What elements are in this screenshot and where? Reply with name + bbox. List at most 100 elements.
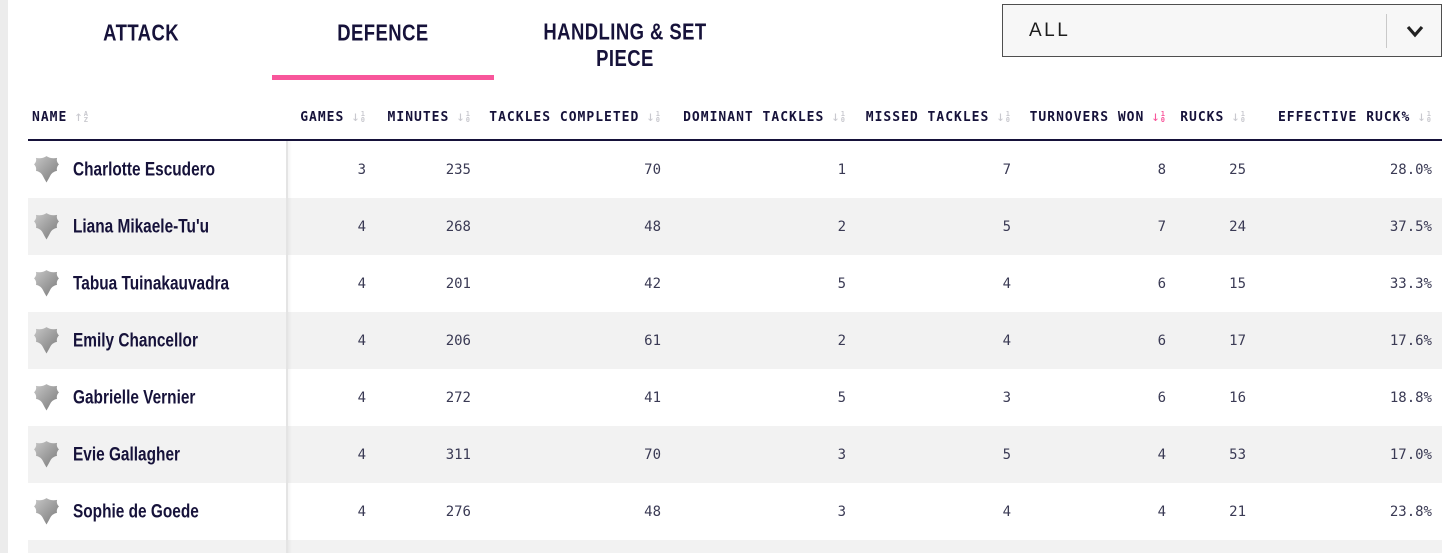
player-cell[interactable]: Evie Gallagher bbox=[28, 426, 286, 483]
stat-cell: 5 bbox=[1002, 446, 1011, 463]
tab-defence[interactable]: DEFENCE bbox=[262, 21, 504, 82]
stat-cell: 17 bbox=[1229, 332, 1246, 349]
page-left-edge bbox=[0, 0, 8, 553]
team-shield-icon bbox=[34, 270, 59, 297]
team-shield-icon bbox=[34, 327, 59, 354]
stat-cell: 268 bbox=[445, 218, 471, 235]
stat-cell: 4 bbox=[357, 389, 366, 406]
stat-cell: 25 bbox=[1229, 161, 1246, 178]
stat-cell: 61 bbox=[644, 332, 661, 349]
stat-cell: 53 bbox=[1229, 446, 1246, 463]
table-row[interactable]: Gabrielle Vernier 4 272 41 5 3 6 16 18.8% bbox=[28, 369, 1442, 426]
stat-cell: 24 bbox=[1229, 218, 1246, 235]
column-label: DOMINANT TACKLES bbox=[683, 109, 825, 125]
tab-attack[interactable]: ATTACK bbox=[20, 21, 262, 82]
stat-cell: 3 bbox=[837, 446, 846, 463]
column-label: EFFECTIVE RUCK% bbox=[1277, 109, 1411, 125]
stat-cell: 4 bbox=[357, 332, 366, 349]
active-tab-underline bbox=[272, 75, 494, 80]
column-label: TURNOVERS WON bbox=[1029, 109, 1145, 125]
tab-label: HANDLING & SET PIECE bbox=[543, 19, 707, 72]
stats-panel: ATTACK DEFENCE HANDLING & SET PIECE ALL … bbox=[8, 0, 1456, 553]
stat-cell: 6 bbox=[1157, 275, 1166, 292]
stat-cell: 33.3% bbox=[1389, 275, 1432, 292]
stat-cell: 4 bbox=[357, 275, 366, 292]
stat-cell: 3 bbox=[357, 161, 366, 178]
stat-cell: 42 bbox=[644, 275, 661, 292]
table-row[interactable]: Charlotte Escudero 3 235 70 1 7 8 25 28.0% bbox=[28, 141, 1442, 198]
stat-cell: 4 bbox=[1157, 446, 1166, 463]
player-cell[interactable]: Liana Mikaele-Tu'u bbox=[28, 198, 286, 255]
stat-cell: 7 bbox=[1002, 161, 1011, 178]
team-shield-icon bbox=[34, 213, 59, 240]
stat-cell: 5 bbox=[837, 275, 846, 292]
player-name: Charlotte Escudero bbox=[73, 157, 216, 180]
name-column-divider bbox=[286, 141, 292, 553]
column-label: MISSED TACKLES bbox=[865, 109, 990, 125]
tab-handling-set-piece[interactable]: HANDLING & SET PIECE bbox=[504, 19, 746, 82]
player-name: Gabrielle Vernier bbox=[73, 385, 196, 408]
stat-cell: 16 bbox=[1229, 389, 1246, 406]
stat-cell: 276 bbox=[445, 503, 471, 520]
table-row[interactable]: Emily Chancellor 4 206 61 2 4 6 17 17.6% bbox=[28, 312, 1442, 369]
filter-selected-value: ALL bbox=[1029, 19, 1071, 41]
stat-cell: 17.6% bbox=[1389, 332, 1432, 349]
stat-cell: 48 bbox=[644, 218, 661, 235]
column-label: NAME bbox=[32, 109, 68, 125]
player-cell[interactable]: Gabrielle Vernier bbox=[28, 369, 286, 426]
column-label: MINUTES bbox=[387, 109, 450, 125]
player-cell[interactable]: Emily Chancellor bbox=[28, 312, 286, 369]
stat-cell: 23.8% bbox=[1389, 503, 1432, 520]
stat-cell: 17.0% bbox=[1389, 446, 1432, 463]
player-cell[interactable]: Sophie de Goede bbox=[28, 483, 286, 540]
stat-cell: 4 bbox=[1157, 503, 1166, 520]
stat-cell: 8 bbox=[1157, 161, 1166, 178]
stat-cell: 4 bbox=[1002, 275, 1011, 292]
stat-cell: 5 bbox=[837, 389, 846, 406]
stat-cell: 4 bbox=[1002, 332, 1011, 349]
filter-dropdown[interactable]: ALL bbox=[1002, 4, 1442, 57]
table-row[interactable]: Tabua Tuinakauvadra 4 201 42 5 4 6 15 33.3% bbox=[28, 255, 1442, 312]
player-name: Liana Mikaele-Tu'u bbox=[73, 214, 210, 237]
stat-cell: 201 bbox=[445, 275, 471, 292]
stat-cell: 4 bbox=[357, 503, 366, 520]
player-name: Evie Gallagher bbox=[73, 442, 181, 465]
stat-cell: 1 bbox=[837, 161, 846, 178]
player-cell[interactable]: Charlotte Escudero bbox=[28, 141, 286, 198]
stat-cell: 311 bbox=[445, 446, 471, 463]
table-row[interactable]: Sophie de Goede 4 276 48 3 4 4 21 23.8% bbox=[28, 483, 1442, 540]
stat-cell: 3 bbox=[837, 503, 846, 520]
table-row[interactable]: Evie Gallagher 4 311 70 3 5 4 53 17.0% bbox=[28, 426, 1442, 483]
player-cell[interactable]: Tabua Tuinakauvadra bbox=[28, 255, 286, 312]
table-body: Charlotte Escudero 3 235 70 1 7 8 25 28.0% Lian… bbox=[28, 141, 1442, 540]
player-name: Emily Chancellor bbox=[73, 328, 198, 351]
stat-cell: 70 bbox=[644, 446, 661, 463]
stat-cell: 4 bbox=[1002, 503, 1011, 520]
team-shield-icon bbox=[34, 156, 59, 183]
column-label: RUCKS bbox=[1180, 109, 1225, 125]
table-row[interactable]: Liana Mikaele-Tu'u 4 268 48 2 5 7 24 37.5% bbox=[28, 198, 1442, 255]
stat-cell: 272 bbox=[445, 389, 471, 406]
stat-cell: 70 bbox=[644, 161, 661, 178]
stat-cell: 7 bbox=[1157, 218, 1166, 235]
next-row-partial bbox=[28, 540, 1442, 553]
